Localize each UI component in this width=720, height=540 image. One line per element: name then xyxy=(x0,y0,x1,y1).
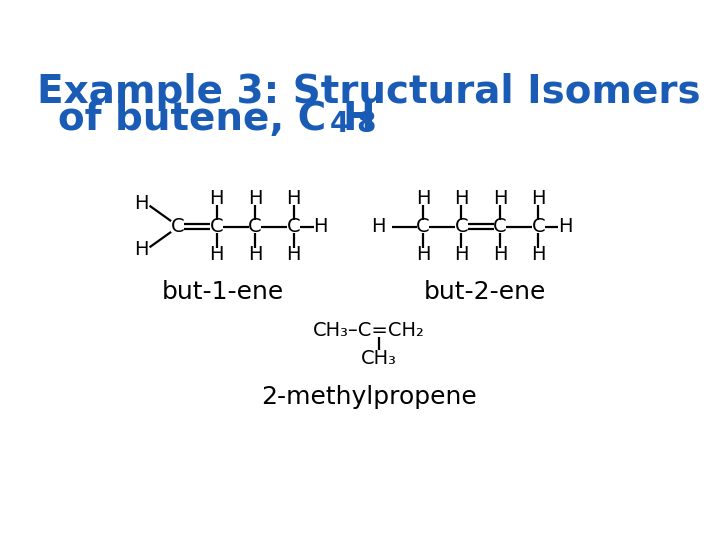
Text: but-1-ene: but-1-ene xyxy=(161,280,284,304)
Text: H: H xyxy=(531,188,546,207)
Text: H: H xyxy=(210,188,224,207)
Text: but-2-ene: but-2-ene xyxy=(423,280,546,304)
Text: H: H xyxy=(492,188,507,207)
Text: C: C xyxy=(493,217,507,236)
Text: H: H xyxy=(371,217,385,236)
Text: C: C xyxy=(248,217,262,236)
Text: C: C xyxy=(210,217,223,236)
Text: H: H xyxy=(558,217,572,236)
Text: C: C xyxy=(171,217,185,236)
Text: H: H xyxy=(248,188,262,207)
Text: H: H xyxy=(248,246,262,265)
Text: H: H xyxy=(454,246,469,265)
Text: H: H xyxy=(135,240,149,259)
Text: 8: 8 xyxy=(356,110,376,138)
Text: H: H xyxy=(531,246,546,265)
Text: H: H xyxy=(287,246,301,265)
Text: 2-methylpropene: 2-methylpropene xyxy=(261,386,477,409)
Text: 4: 4 xyxy=(330,110,349,138)
Text: of butene, C: of butene, C xyxy=(58,100,327,138)
Text: CH₃: CH₃ xyxy=(361,349,397,368)
Text: H: H xyxy=(313,217,328,236)
Text: H: H xyxy=(210,246,224,265)
Text: CH₃–C=CH₂: CH₃–C=CH₂ xyxy=(313,321,425,340)
Text: Example 3: Structural Isomers: Example 3: Structural Isomers xyxy=(37,73,701,111)
Text: H: H xyxy=(454,188,469,207)
Text: H: H xyxy=(287,188,301,207)
Text: C: C xyxy=(454,217,468,236)
Text: C: C xyxy=(531,217,545,236)
Text: C: C xyxy=(287,217,300,236)
Text: H: H xyxy=(415,188,430,207)
Text: H: H xyxy=(343,100,375,138)
Text: H: H xyxy=(415,246,430,265)
Text: C: C xyxy=(416,217,430,236)
Text: H: H xyxy=(135,194,149,213)
Text: H: H xyxy=(492,246,507,265)
